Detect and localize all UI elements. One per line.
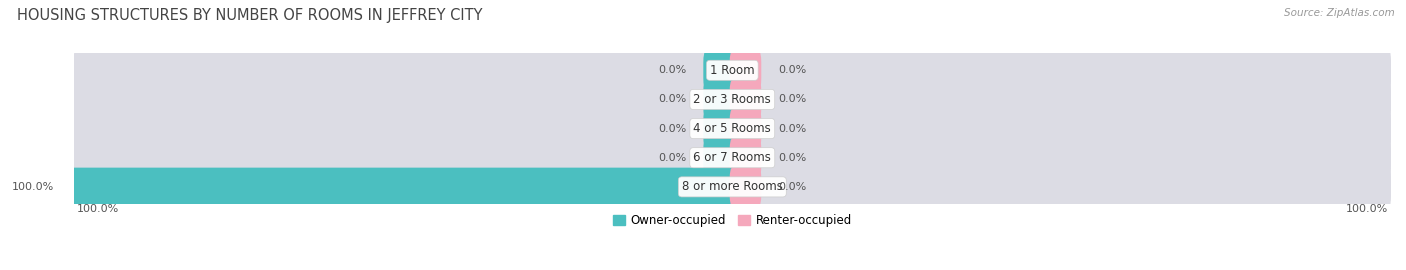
FancyBboxPatch shape [73,173,1391,201]
FancyBboxPatch shape [73,136,1391,180]
FancyBboxPatch shape [703,109,735,148]
Text: 0.0%: 0.0% [779,65,807,75]
Text: 2 or 3 Rooms: 2 or 3 Rooms [693,93,770,106]
FancyBboxPatch shape [730,80,761,119]
FancyBboxPatch shape [730,109,761,148]
FancyBboxPatch shape [73,48,1391,92]
FancyBboxPatch shape [73,85,1391,113]
Text: 0.0%: 0.0% [779,124,807,134]
Text: 100.0%: 100.0% [11,182,53,192]
Text: 100.0%: 100.0% [1346,204,1388,214]
FancyBboxPatch shape [703,80,735,119]
Text: HOUSING STRUCTURES BY NUMBER OF ROOMS IN JEFFREY CITY: HOUSING STRUCTURES BY NUMBER OF ROOMS IN… [17,8,482,23]
Text: 1 Room: 1 Room [710,64,755,77]
Text: 0.0%: 0.0% [658,124,686,134]
Text: 0.0%: 0.0% [658,153,686,163]
Text: 4 or 5 Rooms: 4 or 5 Rooms [693,122,770,135]
FancyBboxPatch shape [730,168,761,206]
Text: 0.0%: 0.0% [779,182,807,192]
Text: 8 or more Rooms: 8 or more Rooms [682,180,783,193]
FancyBboxPatch shape [730,51,761,90]
Text: 100.0%: 100.0% [77,204,120,214]
FancyBboxPatch shape [73,144,1391,172]
FancyBboxPatch shape [73,56,1391,84]
FancyBboxPatch shape [70,168,735,206]
FancyBboxPatch shape [73,165,1391,209]
Text: 6 or 7 Rooms: 6 or 7 Rooms [693,151,772,164]
FancyBboxPatch shape [73,106,1391,151]
FancyBboxPatch shape [703,51,735,90]
Text: 0.0%: 0.0% [658,94,686,104]
FancyBboxPatch shape [703,139,735,177]
FancyBboxPatch shape [730,139,761,177]
Text: Source: ZipAtlas.com: Source: ZipAtlas.com [1284,8,1395,18]
FancyBboxPatch shape [73,114,1391,143]
FancyBboxPatch shape [73,77,1391,122]
Text: 0.0%: 0.0% [658,65,686,75]
Text: 0.0%: 0.0% [779,153,807,163]
Text: 0.0%: 0.0% [779,94,807,104]
Legend: Owner-occupied, Renter-occupied: Owner-occupied, Renter-occupied [607,209,856,232]
